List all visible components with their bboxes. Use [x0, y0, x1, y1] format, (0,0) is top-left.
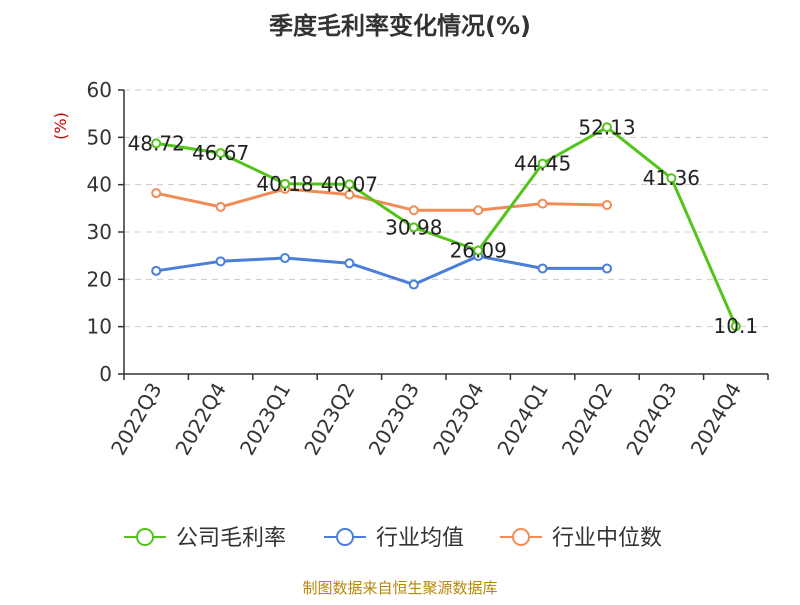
data-point	[280, 178, 290, 189]
data-point	[473, 245, 484, 256]
data-point	[215, 201, 226, 212]
data-point	[151, 188, 162, 199]
data-label: 26.09	[450, 239, 507, 263]
data-label: 40.07	[321, 172, 378, 196]
series-line	[155, 125, 738, 327]
data-point	[408, 279, 419, 290]
data-point	[408, 222, 419, 233]
y-tick-label: 60	[87, 78, 112, 102]
data-point	[602, 200, 612, 211]
legend-marker	[336, 528, 354, 546]
legend-item-1: 行业均值	[324, 526, 464, 551]
x-tick-label: 2024Q3	[621, 379, 681, 460]
legend-label: 行业均值	[376, 526, 464, 551]
data-point	[666, 173, 677, 184]
data-label: 40.18	[256, 172, 313, 196]
y-tick-label: 30	[87, 220, 112, 244]
x-tick-label: 2023Q1	[235, 379, 295, 460]
legend-label: 公司毛利率	[176, 526, 286, 551]
data-point	[151, 265, 162, 276]
data-point	[473, 205, 484, 216]
data-point	[215, 256, 226, 267]
series-layer	[151, 122, 741, 332]
y-tick-label: 20	[87, 267, 112, 291]
data-point	[730, 321, 741, 332]
data-point	[537, 263, 548, 274]
data-point	[344, 258, 355, 269]
data-label: 52.13	[578, 115, 635, 139]
data-label: 41.36	[643, 166, 700, 190]
data-label: 48.72	[128, 131, 185, 155]
data-point	[344, 179, 355, 190]
data-label: 46.67	[192, 141, 249, 165]
y-axis-label: (%)	[51, 112, 70, 140]
data-label: 30.98	[385, 215, 442, 239]
chart-title: 季度毛利率变化情况(%)	[269, 12, 531, 40]
data-point	[537, 198, 548, 209]
x-tick-label: 2023Q4	[428, 379, 488, 460]
legend-marker	[512, 528, 530, 546]
x-tick-label: 2024Q4	[686, 379, 746, 460]
series-1	[151, 251, 612, 290]
legend-item-2: 行业中位数	[500, 526, 662, 551]
data-point	[280, 253, 290, 264]
legend: 公司毛利率 行业均值 行业中位数	[124, 526, 662, 551]
y-tick-label: 50	[87, 125, 112, 149]
y-tick-label: 10	[87, 315, 112, 339]
x-tick-label: 2022Q4	[170, 379, 230, 460]
x-tick-label: 2023Q2	[299, 379, 359, 460]
source-note: 制图数据来自恒生聚源数据库	[302, 579, 497, 597]
data-point	[408, 205, 419, 216]
legend-marker	[136, 528, 154, 546]
series-0	[151, 122, 741, 332]
data-label: 44.45	[514, 152, 571, 176]
data-point	[344, 189, 355, 200]
data-label-layer: 48.72 46.67 40.18 40.07 30.98 26.09 44.45 52.13…	[128, 115, 758, 338]
x-tick-label: 2023Q3	[364, 379, 424, 460]
y-tick-label: 0	[99, 362, 112, 386]
grid-layer	[124, 89, 768, 328]
series-line	[155, 254, 607, 286]
x-tick-label: 2024Q2	[557, 379, 617, 460]
legend-item-0: 公司毛利率	[124, 526, 286, 551]
data-label: 10.1	[714, 314, 759, 338]
data-point	[602, 122, 612, 133]
data-point	[151, 138, 162, 149]
y-tick-label: 40	[87, 173, 112, 197]
data-point	[602, 263, 612, 274]
legend-label: 行业中位数	[552, 526, 662, 551]
series-2	[151, 183, 612, 216]
x-tick-label: 2022Q3	[106, 379, 166, 460]
data-point	[537, 158, 548, 169]
x-tick-label: 2024Q1	[492, 379, 552, 460]
series-line	[155, 187, 608, 212]
data-point	[215, 148, 226, 159]
